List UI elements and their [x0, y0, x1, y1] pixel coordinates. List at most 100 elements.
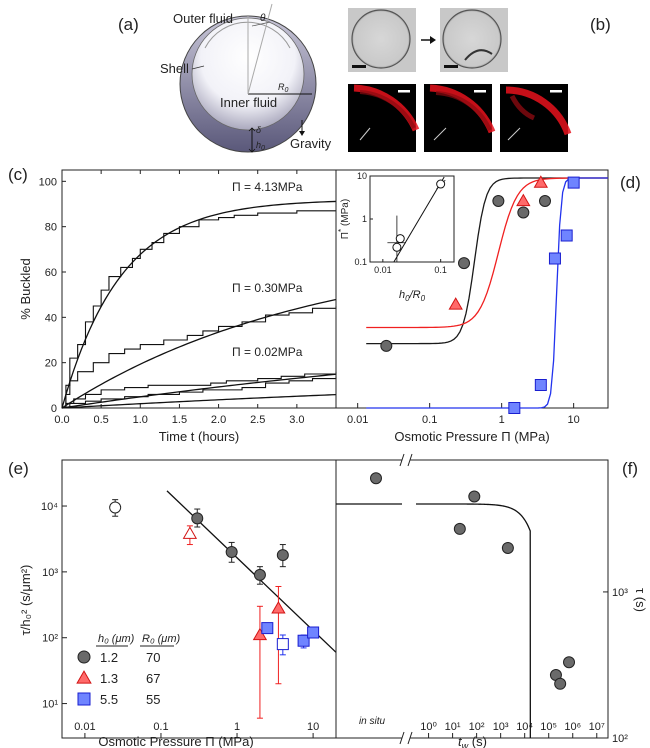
c-xtick-label: 3.0 [289, 414, 304, 426]
inset-xlabel-sub2: 0 [421, 294, 426, 303]
panel-e-xlabel: Osmotic Pressure Π (MPa) [98, 734, 253, 748]
f-xtick-label: 10⁵ [540, 721, 557, 733]
panel-f-ticks: 10⁰ 10¹ 10² 10³ 10⁴ 10⁵ 10⁶ 10⁷10²10³ [400, 454, 628, 745]
c-ytick-label: 80 [45, 222, 57, 234]
panel-c-ylabel: % Buckled [18, 258, 33, 319]
legend-r0-2: 67 [146, 671, 160, 686]
legend-h0-3: 5.5 [100, 692, 118, 707]
d-xtick-label: 0.01 [347, 414, 368, 426]
f-xtick-label: 10⁶ [564, 721, 581, 733]
legend-h0-2: 1.3 [100, 671, 118, 686]
e-xtick-label: 0.1 [153, 721, 168, 733]
panel-c-annotation-1: Π = 4.13MPa [232, 180, 303, 194]
panel-c-data [62, 201, 336, 408]
e-point-red [184, 527, 197, 538]
panel-c-annotation-3: Π = 0.02MPa [232, 345, 303, 359]
e-point-blue [308, 627, 319, 638]
d-point-gray [381, 340, 392, 351]
c-fit-series-3 [62, 374, 336, 408]
svg-text:Π* (MPa): Π* (MPa) [337, 199, 351, 239]
panel-c-annotation-2: Π = 0.30MPa [232, 281, 303, 295]
legend-h0-header: h₀ (μm) [98, 633, 135, 645]
e-point-gray [110, 502, 121, 513]
panel-e-legend: h₀ (μm) R₀ (μm) 1.2 70 1.3 67 5.5 55 [77, 633, 180, 707]
d-point-blue [549, 253, 560, 264]
c-ytick-label: 0 [51, 403, 57, 415]
d-point-gray [540, 196, 551, 207]
e-point-red [272, 602, 285, 613]
d-point-blue [509, 403, 520, 414]
r0-sub: 0 [285, 87, 289, 94]
svg-text:tw (s): tw (s) [458, 734, 487, 748]
e-point-blue [262, 623, 273, 634]
d-point-gray [518, 207, 529, 218]
panel-e-ylabel: τ/h₀² (s/μm²) [18, 565, 33, 636]
inset-ytick-label: 1 [362, 214, 367, 224]
inset-fit-line [394, 177, 444, 262]
e-xtick-label: 1 [234, 721, 240, 733]
e-ytick-label: 10³ [42, 567, 58, 579]
legend-r0-header: R₀ (μm) [142, 633, 180, 645]
f-xtick-label: 10² [469, 721, 485, 733]
panel-f-label: (f) [622, 459, 638, 478]
f-point [371, 473, 382, 484]
shell-label: Shell [160, 61, 189, 76]
legend-marker-gray [78, 651, 90, 663]
inset-ylabel: Π [340, 232, 351, 239]
d-point-blue [535, 380, 546, 391]
panel-e-chart: (e) 0.01 0.1 1 10 10¹ 10² 10³ 10⁴ h₀ (μm) R₀ (μ… [8, 459, 336, 748]
d-fit-red [366, 178, 608, 327]
inner-fluid-label: Inner fluid [220, 95, 277, 110]
legend-h0-1: 1.2 [100, 650, 118, 665]
f-xtick-label: 10¹ [445, 721, 461, 733]
c-step-series-4 [62, 376, 336, 408]
panel-f-xlabel-unit: (s) [468, 734, 487, 748]
c-xtick-label: 0.0 [54, 414, 69, 426]
f-ytick-label: 10² [612, 733, 628, 745]
f-point [555, 678, 566, 689]
legend-r0-1: 70 [146, 650, 160, 665]
e-point-gray [226, 547, 237, 558]
e-xtick-label: 0.01 [74, 721, 95, 733]
inset-point [437, 180, 445, 188]
c-xtick-label: 2.5 [250, 414, 265, 426]
e-point-blue [277, 639, 288, 650]
d-xtick-label: 10 [568, 414, 580, 426]
panel-c-label: (c) [8, 165, 28, 184]
f-xtick-label: 10³ [493, 721, 509, 733]
f-xtick-label: 10⁰ [420, 721, 437, 733]
panel-d-axes [336, 170, 608, 408]
f-xtick-label: 10⁷ [589, 721, 605, 733]
d-point-red [517, 195, 530, 206]
inset-ytick-label: 10 [357, 171, 367, 181]
panel-f-insitu: in situ [359, 716, 386, 727]
e-point-gray [254, 569, 265, 580]
inset-point [396, 235, 404, 243]
gravity-label: Gravity [290, 136, 332, 151]
d-point-blue [568, 177, 579, 188]
c-xtick-label: 2.0 [211, 414, 226, 426]
inset-xtick-label: 0.1 [434, 265, 447, 275]
inset-ylabel-unit: (MPa) [340, 199, 351, 229]
c-xtick-label: 1.5 [172, 414, 187, 426]
panel-d-chart: (d) 0.01 0.1 1 10 0.01 0.10.1110 h0/R0 Π* (M… [336, 170, 641, 444]
panel-e-label: (e) [8, 459, 29, 478]
c-xtick-label: 1.0 [133, 414, 148, 426]
f-fit-curve [416, 504, 530, 738]
e-xtick-label: 10 [307, 721, 319, 733]
panel-c-xlabel: Time t (hours) [159, 429, 239, 444]
h0-sub: 0 [261, 145, 265, 152]
c-fit-series-1 [62, 201, 336, 408]
panel-d-label: (d) [620, 173, 641, 192]
panel-f-chart: (f) 10⁰ 10¹ 10² 10³ 10⁴ 10⁵ 10⁶ 10⁷10²10³ in si… [336, 454, 648, 748]
d-point-red [449, 298, 462, 309]
e-ytick-label: 10¹ [42, 699, 58, 711]
inset-point [393, 243, 401, 251]
d-fit-gray [366, 178, 608, 344]
svg-text:h0/R0: h0/R0 [399, 289, 426, 303]
panel-c-chart: (c) 0.0 0.5 1.0 1.5 2.0 2.5 3.0020406080100 Π … [8, 165, 336, 444]
d-xtick-label: 0.1 [422, 414, 437, 426]
c-ytick-label: 40 [45, 312, 57, 324]
f-point [502, 542, 513, 553]
